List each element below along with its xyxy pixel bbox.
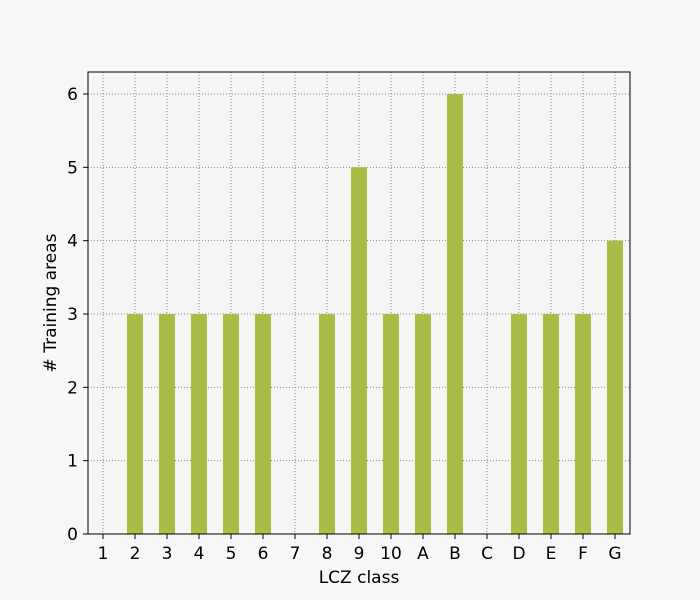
y-axis-label: # Training areas xyxy=(41,233,61,372)
bar xyxy=(447,94,463,534)
x-tick-label: G xyxy=(608,544,621,564)
bar xyxy=(223,314,239,534)
y-tick-label: 4 xyxy=(67,232,78,252)
bar xyxy=(543,314,559,534)
x-tick-label: E xyxy=(546,544,557,564)
x-tick-label: 7 xyxy=(290,544,301,564)
y-tick-label: 1 xyxy=(67,452,78,472)
y-axis-ticks: 0 1 2 3 4 5 6 xyxy=(67,85,88,545)
bar xyxy=(383,314,399,534)
bar xyxy=(319,314,335,534)
x-tick-label: 5 xyxy=(226,544,237,564)
x-tick-label: 1 xyxy=(98,544,109,564)
x-tick-label: C xyxy=(481,544,493,564)
y-tick-label: 6 xyxy=(67,85,78,105)
x-tick-label: 3 xyxy=(162,544,173,564)
bar xyxy=(575,314,591,534)
x-tick-label: 4 xyxy=(194,544,205,564)
x-tick-label: 6 xyxy=(258,544,269,564)
x-axis-label: LCZ class xyxy=(319,568,400,588)
x-axis-ticks: 1 2 3 4 5 6 7 8 9 10 A B C D E F G xyxy=(98,534,622,564)
x-tick-label: B xyxy=(449,544,461,564)
bar xyxy=(191,314,207,534)
bar xyxy=(511,314,527,534)
x-tick-label: 9 xyxy=(354,544,365,564)
bar xyxy=(415,314,431,534)
bar xyxy=(255,314,271,534)
bars xyxy=(127,94,623,535)
bar xyxy=(351,167,367,535)
x-tick-label: 10 xyxy=(380,544,402,564)
x-tick-label: D xyxy=(512,544,525,564)
bar xyxy=(607,240,623,534)
y-tick-label: 5 xyxy=(67,158,78,178)
y-tick-label: 0 xyxy=(67,525,78,545)
x-tick-label: 8 xyxy=(322,544,333,564)
y-tick-label: 3 xyxy=(67,305,78,325)
y-tick-label: 2 xyxy=(67,378,78,398)
x-tick-label: A xyxy=(417,544,429,564)
x-tick-label: F xyxy=(578,544,588,564)
bar xyxy=(127,314,143,534)
bar xyxy=(159,314,175,534)
x-tick-label: 2 xyxy=(130,544,141,564)
